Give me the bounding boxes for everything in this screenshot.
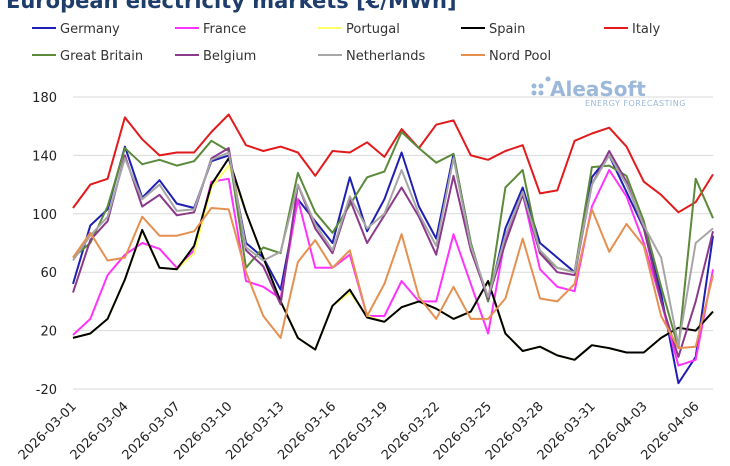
legend-label: Belgium xyxy=(203,49,256,64)
legend-label: Great Britain xyxy=(60,49,143,64)
legend: Germany France Portugal Spain Italy Great Bri… xyxy=(32,22,661,64)
series-line xyxy=(72,207,714,350)
legend-label: Nord Pool xyxy=(489,49,551,64)
legend-label: France xyxy=(203,22,246,37)
legend-label: Portugal xyxy=(346,22,400,37)
y-tick-label: 20 xyxy=(40,325,57,340)
y-tick-label: 140 xyxy=(32,149,57,164)
series-line xyxy=(72,157,714,361)
legend-label: Spain xyxy=(489,22,525,37)
series-line xyxy=(72,113,714,214)
chart-title: European electricity markets [€/MWh] xyxy=(6,0,457,13)
y-tick-label: 100 xyxy=(32,208,57,223)
legend-label: Italy xyxy=(632,22,661,37)
series-line xyxy=(72,131,714,350)
legend-label: Netherlands xyxy=(346,49,425,64)
series-line xyxy=(72,147,714,358)
logo-subtitle: ENERGY FORECASTING xyxy=(585,99,686,108)
logo: AleaSoft ENERGY FORECASTING xyxy=(531,76,686,108)
legend-label: Germany xyxy=(60,22,120,37)
y-tick-label: 180 xyxy=(32,91,57,106)
y-tick-label: -20 xyxy=(36,383,57,398)
y-tick-label: 60 xyxy=(40,266,57,281)
series-line xyxy=(72,151,714,347)
